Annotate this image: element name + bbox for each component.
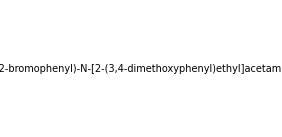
Text: 2-(2-bromophenyl)-N-[2-(3,4-dimethoxyphenyl)ethyl]acetamide: 2-(2-bromophenyl)-N-[2-(3,4-dimethoxyphe… bbox=[0, 64, 282, 73]
